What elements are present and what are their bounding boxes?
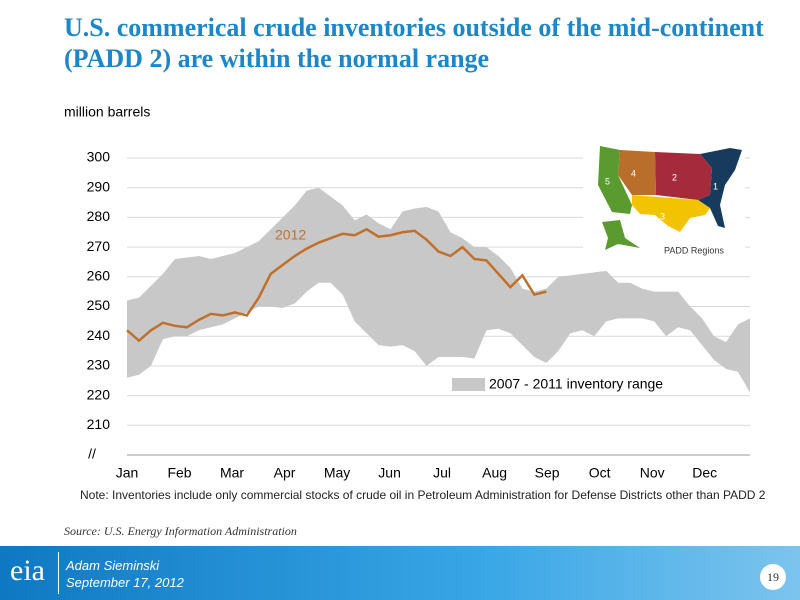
map-label: 1 [713, 181, 718, 191]
y-tick-label: 250 [87, 297, 111, 313]
y-tick-label: 290 [87, 178, 111, 194]
slide-title: U.S. commerical crude inventories outsid… [64, 13, 764, 73]
map-label: 5 [605, 176, 610, 186]
y-tick-label: 270 [87, 238, 111, 254]
map-caption: PADD Regions [664, 245, 724, 255]
padd-3 [632, 195, 710, 232]
logo: eia [10, 554, 45, 587]
y-axis-label: million barrels [64, 104, 150, 120]
x-tick-label: Apr [274, 465, 296, 481]
legend-swatch [452, 378, 485, 391]
y-tick-label: 230 [87, 357, 111, 373]
date: September 17, 2012 [66, 575, 184, 590]
padd-1 [698, 148, 742, 228]
x-tick-label: Jul [433, 465, 451, 481]
x-tick-label: Oct [589, 465, 611, 481]
x-tick-label: May [324, 465, 350, 481]
series-label: 2012 [275, 227, 306, 243]
x-tick-label: Jun [378, 465, 401, 481]
padd-map: 1 2 3 4 5 PADD Regions [583, 143, 745, 262]
series-line [126, 227, 547, 343]
y-tick-label: 220 [87, 386, 111, 402]
x-tick-label: Nov [640, 465, 665, 481]
presenter: Adam Sieminski [66, 558, 160, 573]
range-band [127, 187, 750, 393]
map-label: 3 [660, 211, 665, 221]
y-tick-label: 210 [87, 416, 111, 432]
padd-5-alaska [602, 220, 640, 250]
y-tick-label: 280 [87, 208, 111, 224]
x-tick-label: Jan [116, 465, 139, 481]
footer: eia Adam Sieminski September 17, 2012 19 [0, 546, 800, 600]
y-tick-label: 240 [87, 327, 111, 343]
padd-2 [655, 152, 712, 200]
x-tick-label: Dec [692, 465, 717, 481]
legend-label: 2007 - 2011 inventory range [489, 376, 663, 392]
chart: million barrels // 210 220 230 240 250 260 270… [64, 104, 750, 481]
x-tick-label: Feb [167, 465, 191, 481]
y-tick-label: 260 [87, 268, 111, 284]
map-label: 4 [631, 168, 636, 178]
padd-5 [598, 146, 632, 214]
map-label: 2 [672, 172, 677, 182]
x-tick-label: Sep [535, 465, 560, 481]
source: Source: U.S. Energy Information Administ… [64, 524, 297, 538]
axis-break: // [88, 446, 96, 462]
page-number: 19 [760, 564, 786, 590]
divider [58, 552, 59, 594]
padd-4 [618, 150, 656, 195]
x-tick-label: Aug [482, 465, 507, 481]
y-tick-label: 300 [87, 149, 111, 165]
note: Note: Inventories include only commercia… [80, 488, 766, 502]
x-tick-label: Mar [220, 465, 244, 481]
